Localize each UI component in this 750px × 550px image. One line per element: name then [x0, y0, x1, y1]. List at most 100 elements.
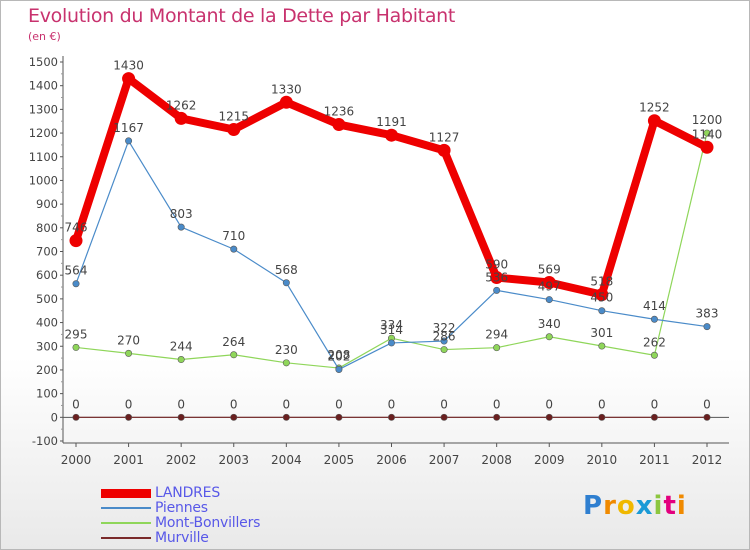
- legend-swatch-murville: [101, 537, 151, 539]
- data-point-piennes: [598, 307, 606, 315]
- y-tick-label: 0: [51, 410, 58, 424]
- legend-label-murville: Murville: [155, 530, 209, 546]
- data-label-mont-bonvillers: 340: [538, 317, 561, 331]
- data-point-landres: [437, 143, 451, 157]
- data-point-murville: [335, 413, 343, 421]
- data-label-piennes: 383: [696, 307, 719, 321]
- data-point-murville: [72, 413, 80, 421]
- data-labels-layer: 0 0 0 0 0 0 0 0 0 0 0 0 0 295 270 244 264 230 208 334 286 294…: [65, 59, 723, 412]
- data-point-piennes: [650, 315, 658, 323]
- chart-title: Evolution du Montant de la Dette par Hab…: [28, 5, 456, 27]
- data-label-landres: 1430: [113, 59, 144, 73]
- data-point-mont-bonvillers: [650, 351, 658, 359]
- data-label-piennes: 1167: [113, 121, 144, 135]
- data-label-landres: 518: [590, 275, 613, 289]
- data-label-piennes: 564: [65, 264, 88, 278]
- y-tick-label: 100: [36, 387, 58, 401]
- data-point-mont-bonvillers: [440, 346, 448, 354]
- data-point-mont-bonvillers: [493, 344, 501, 352]
- data-point-mont-bonvillers: [282, 359, 290, 367]
- data-label-murville: 0: [651, 397, 659, 411]
- data-point-landres: [647, 114, 661, 128]
- data-label-murville: 0: [335, 397, 343, 411]
- y-tick-label: 700: [36, 245, 58, 259]
- logo-letter: t: [663, 491, 677, 521]
- data-point-murville: [230, 413, 238, 421]
- data-label-piennes: 414: [643, 299, 666, 313]
- data-label-landres: 1262: [166, 98, 197, 112]
- data-point-murville: [387, 413, 395, 421]
- logo-letter: o: [616, 491, 636, 521]
- data-label-murville: 0: [177, 397, 185, 411]
- data-label-piennes: 314: [380, 323, 403, 337]
- data-label-mont-bonvillers: 244: [170, 340, 193, 354]
- data-label-mont-bonvillers: 262: [643, 335, 666, 349]
- data-label-murville: 0: [440, 397, 448, 411]
- data-label-piennes: 536: [485, 270, 508, 284]
- data-label-piennes: 710: [222, 229, 245, 243]
- y-tick-label: 600: [36, 268, 58, 282]
- data-point-landres: [122, 72, 136, 86]
- data-point-piennes: [72, 280, 80, 288]
- data-point-piennes: [493, 286, 501, 294]
- y-tick-label: 200: [36, 363, 58, 377]
- x-tick-label: 2010: [587, 453, 618, 467]
- data-label-landres: 1140: [692, 127, 723, 141]
- data-label-landres: 1236: [324, 105, 355, 119]
- y-tick-label: 1000: [29, 173, 58, 187]
- data-point-piennes: [703, 323, 711, 331]
- data-point-piennes: [545, 296, 553, 304]
- data-label-mont-bonvillers: 230: [275, 343, 298, 357]
- x-tick-label: 2004: [271, 453, 302, 467]
- y-tick-label: -100: [32, 434, 58, 448]
- data-point-mont-bonvillers: [545, 333, 553, 341]
- data-point-landres: [227, 123, 241, 137]
- data-label-mont-bonvillers: 334: [380, 318, 403, 332]
- data-label-piennes: 202: [327, 349, 350, 363]
- chart-unit-label: (en €): [28, 30, 61, 43]
- data-label-mont-bonvillers: 295: [65, 327, 88, 341]
- x-tick-label: 2001: [113, 453, 144, 467]
- data-point-murville: [650, 413, 658, 421]
- data-label-murville: 0: [598, 397, 606, 411]
- y-tick-label: 300: [36, 339, 58, 353]
- x-tick-label: 2011: [639, 453, 670, 467]
- data-point-mont-bonvillers: [72, 343, 80, 351]
- logo-letter: i: [653, 491, 664, 521]
- data-label-mont-bonvillers: 1200: [692, 113, 723, 127]
- data-point-murville: [125, 413, 133, 421]
- data-point-landres: [174, 111, 188, 125]
- legend-label-piennes: Piennes: [155, 500, 208, 516]
- data-point-murville: [598, 413, 606, 421]
- data-point-landres: [490, 271, 504, 285]
- data-label-landres: 1215: [218, 110, 249, 124]
- data-label-murville: 0: [703, 397, 711, 411]
- data-point-murville: [282, 413, 290, 421]
- data-label-landres: 569: [538, 263, 561, 277]
- x-tick-label: 2006: [376, 453, 407, 467]
- data-label-murville: 0: [493, 397, 501, 411]
- data-label-landres: 746: [65, 221, 88, 235]
- data-point-murville: [177, 413, 185, 421]
- data-point-piennes: [335, 365, 343, 373]
- data-point-mont-bonvillers: [125, 349, 133, 357]
- legend-swatch-mont-bonvillers: [101, 522, 151, 524]
- legend-label-mont-bonvillers: Mont-Bonvillers: [155, 515, 261, 531]
- axes: -100010020030040050060070080090010001100…: [29, 55, 729, 467]
- legend-swatch-piennes: [101, 507, 151, 509]
- x-tick-label: 2008: [481, 453, 512, 467]
- y-tick-label: 1400: [29, 79, 58, 93]
- data-label-murville: 0: [545, 397, 553, 411]
- x-tick-label: 2002: [166, 453, 197, 467]
- data-point-mont-bonvillers: [703, 129, 711, 137]
- data-point-piennes: [387, 339, 395, 347]
- x-tick-label: 2000: [61, 453, 92, 467]
- data-point-murville: [493, 413, 501, 421]
- y-tick-label: 1200: [29, 126, 58, 140]
- data-point-landres: [700, 140, 714, 154]
- x-tick-label: 2005: [324, 453, 355, 467]
- data-point-mont-bonvillers: [230, 351, 238, 359]
- logo-letter: x: [635, 491, 654, 521]
- data-label-landres: 1127: [429, 130, 460, 144]
- legend-label-landres: LANDRES: [155, 485, 221, 501]
